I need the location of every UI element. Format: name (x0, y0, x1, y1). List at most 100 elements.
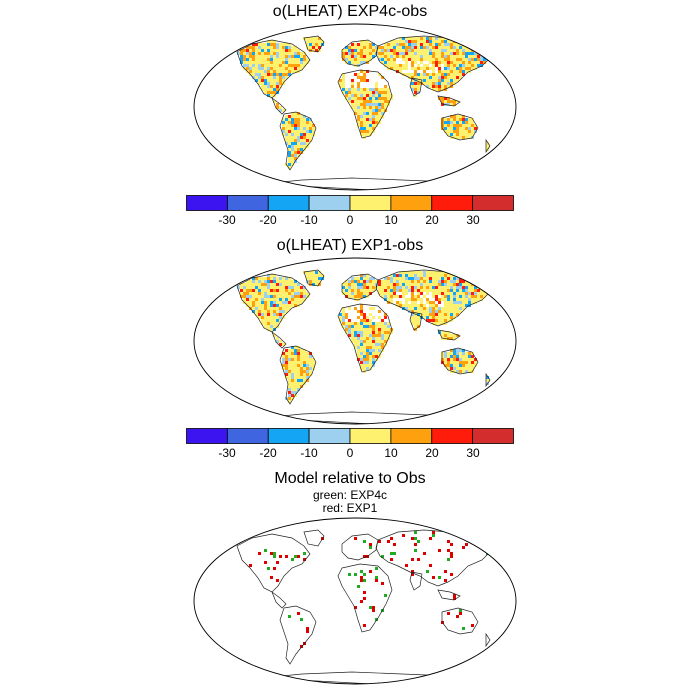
map-cell (360, 307, 363, 310)
map-cell (369, 49, 372, 52)
map-cell (354, 322, 357, 325)
map-cell (345, 55, 348, 58)
map-cell (300, 52, 303, 55)
map-cell (453, 316, 456, 319)
map-cell (369, 46, 372, 49)
map-cell (366, 79, 369, 82)
map-cell (276, 76, 279, 79)
map-cell (399, 52, 402, 55)
map-cell (288, 283, 291, 286)
map-cell (414, 67, 417, 70)
map-cell (252, 46, 255, 49)
map-cell (372, 103, 375, 106)
map-cell (447, 289, 450, 292)
map-cell (465, 130, 468, 133)
coastline (437, 329, 461, 341)
map-cell (357, 346, 360, 349)
map-cell (351, 61, 354, 64)
map-cell (450, 79, 453, 82)
map-cell (345, 322, 348, 325)
map-cell (399, 277, 402, 280)
map-cell (420, 52, 423, 55)
map-cell (420, 280, 423, 283)
map-cell (258, 73, 261, 76)
map-cell (435, 322, 438, 325)
map-border (193, 257, 517, 425)
map-cell (297, 367, 300, 370)
map-cell (267, 307, 270, 310)
map-cell (387, 55, 390, 58)
map-cell (366, 46, 369, 49)
map-cell (450, 40, 453, 43)
map-cell (447, 61, 450, 64)
map-cell (276, 61, 279, 64)
map-cell (279, 43, 282, 46)
map-cell (447, 97, 450, 100)
map-cell (276, 310, 279, 313)
map-cell (252, 52, 255, 55)
map-cell (354, 280, 357, 283)
map-cell (354, 307, 357, 310)
map-cell (450, 64, 453, 67)
map-cell (285, 121, 288, 124)
map-cell (405, 55, 408, 58)
map-cell (246, 52, 249, 55)
map-cell (366, 133, 369, 136)
map-cell (408, 73, 411, 76)
map-cell (450, 82, 453, 85)
colorbar-1-tick: 0 (346, 213, 354, 227)
map-cell (390, 49, 393, 52)
map-cell (381, 340, 384, 343)
map-cell (378, 328, 381, 331)
map-cell (396, 289, 399, 292)
map-cell (351, 52, 354, 55)
map-cell (411, 88, 414, 91)
map-cell (360, 292, 363, 295)
map-cell (486, 49, 489, 52)
map-cell (456, 73, 459, 76)
map-cell (291, 136, 294, 139)
map-cell (351, 46, 354, 49)
map-cell (456, 334, 459, 337)
map-cell (267, 88, 270, 91)
map-cell (450, 543, 453, 546)
map-cell (417, 325, 420, 328)
map-cell (444, 289, 447, 292)
map-cell (372, 352, 375, 355)
map-cell (351, 82, 354, 85)
map-cell (291, 133, 294, 136)
map-cell (396, 295, 399, 298)
map-cell (462, 367, 465, 370)
map-cell (279, 295, 282, 298)
map-cell (411, 61, 414, 64)
map-cell (345, 313, 348, 316)
map-cell (348, 58, 351, 61)
map-cell (249, 298, 252, 301)
map-cell (270, 280, 273, 283)
map-cell (360, 570, 363, 573)
map-cell (261, 292, 264, 295)
map-cell (357, 585, 360, 588)
map-cell (258, 64, 261, 67)
map-cell (417, 43, 420, 46)
map-cell (402, 283, 405, 286)
map-cell (261, 88, 264, 91)
map-cell (435, 85, 438, 88)
colorbar-swatch (267, 195, 310, 211)
map-cell (288, 142, 291, 145)
map-cell (405, 301, 408, 304)
map-cell (318, 271, 321, 274)
map-cell (444, 58, 447, 61)
map-cell (315, 49, 318, 52)
map-cell (291, 379, 294, 382)
map-cell (285, 130, 288, 133)
map-cell (282, 64, 285, 67)
map-cell (405, 289, 408, 292)
map-cell (357, 115, 360, 118)
map-cell (390, 55, 393, 58)
map-cell (438, 82, 441, 85)
map-cell (450, 274, 453, 277)
map-cell (261, 322, 264, 325)
map-cell (411, 85, 414, 88)
coastline (337, 303, 393, 373)
